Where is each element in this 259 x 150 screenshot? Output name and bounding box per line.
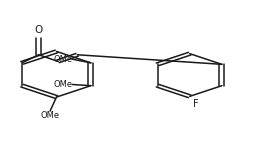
Text: OMe: OMe xyxy=(40,111,60,120)
Text: OMe: OMe xyxy=(53,55,73,64)
Text: O: O xyxy=(35,25,43,35)
Text: F: F xyxy=(193,99,198,109)
Text: OMe: OMe xyxy=(53,80,73,89)
